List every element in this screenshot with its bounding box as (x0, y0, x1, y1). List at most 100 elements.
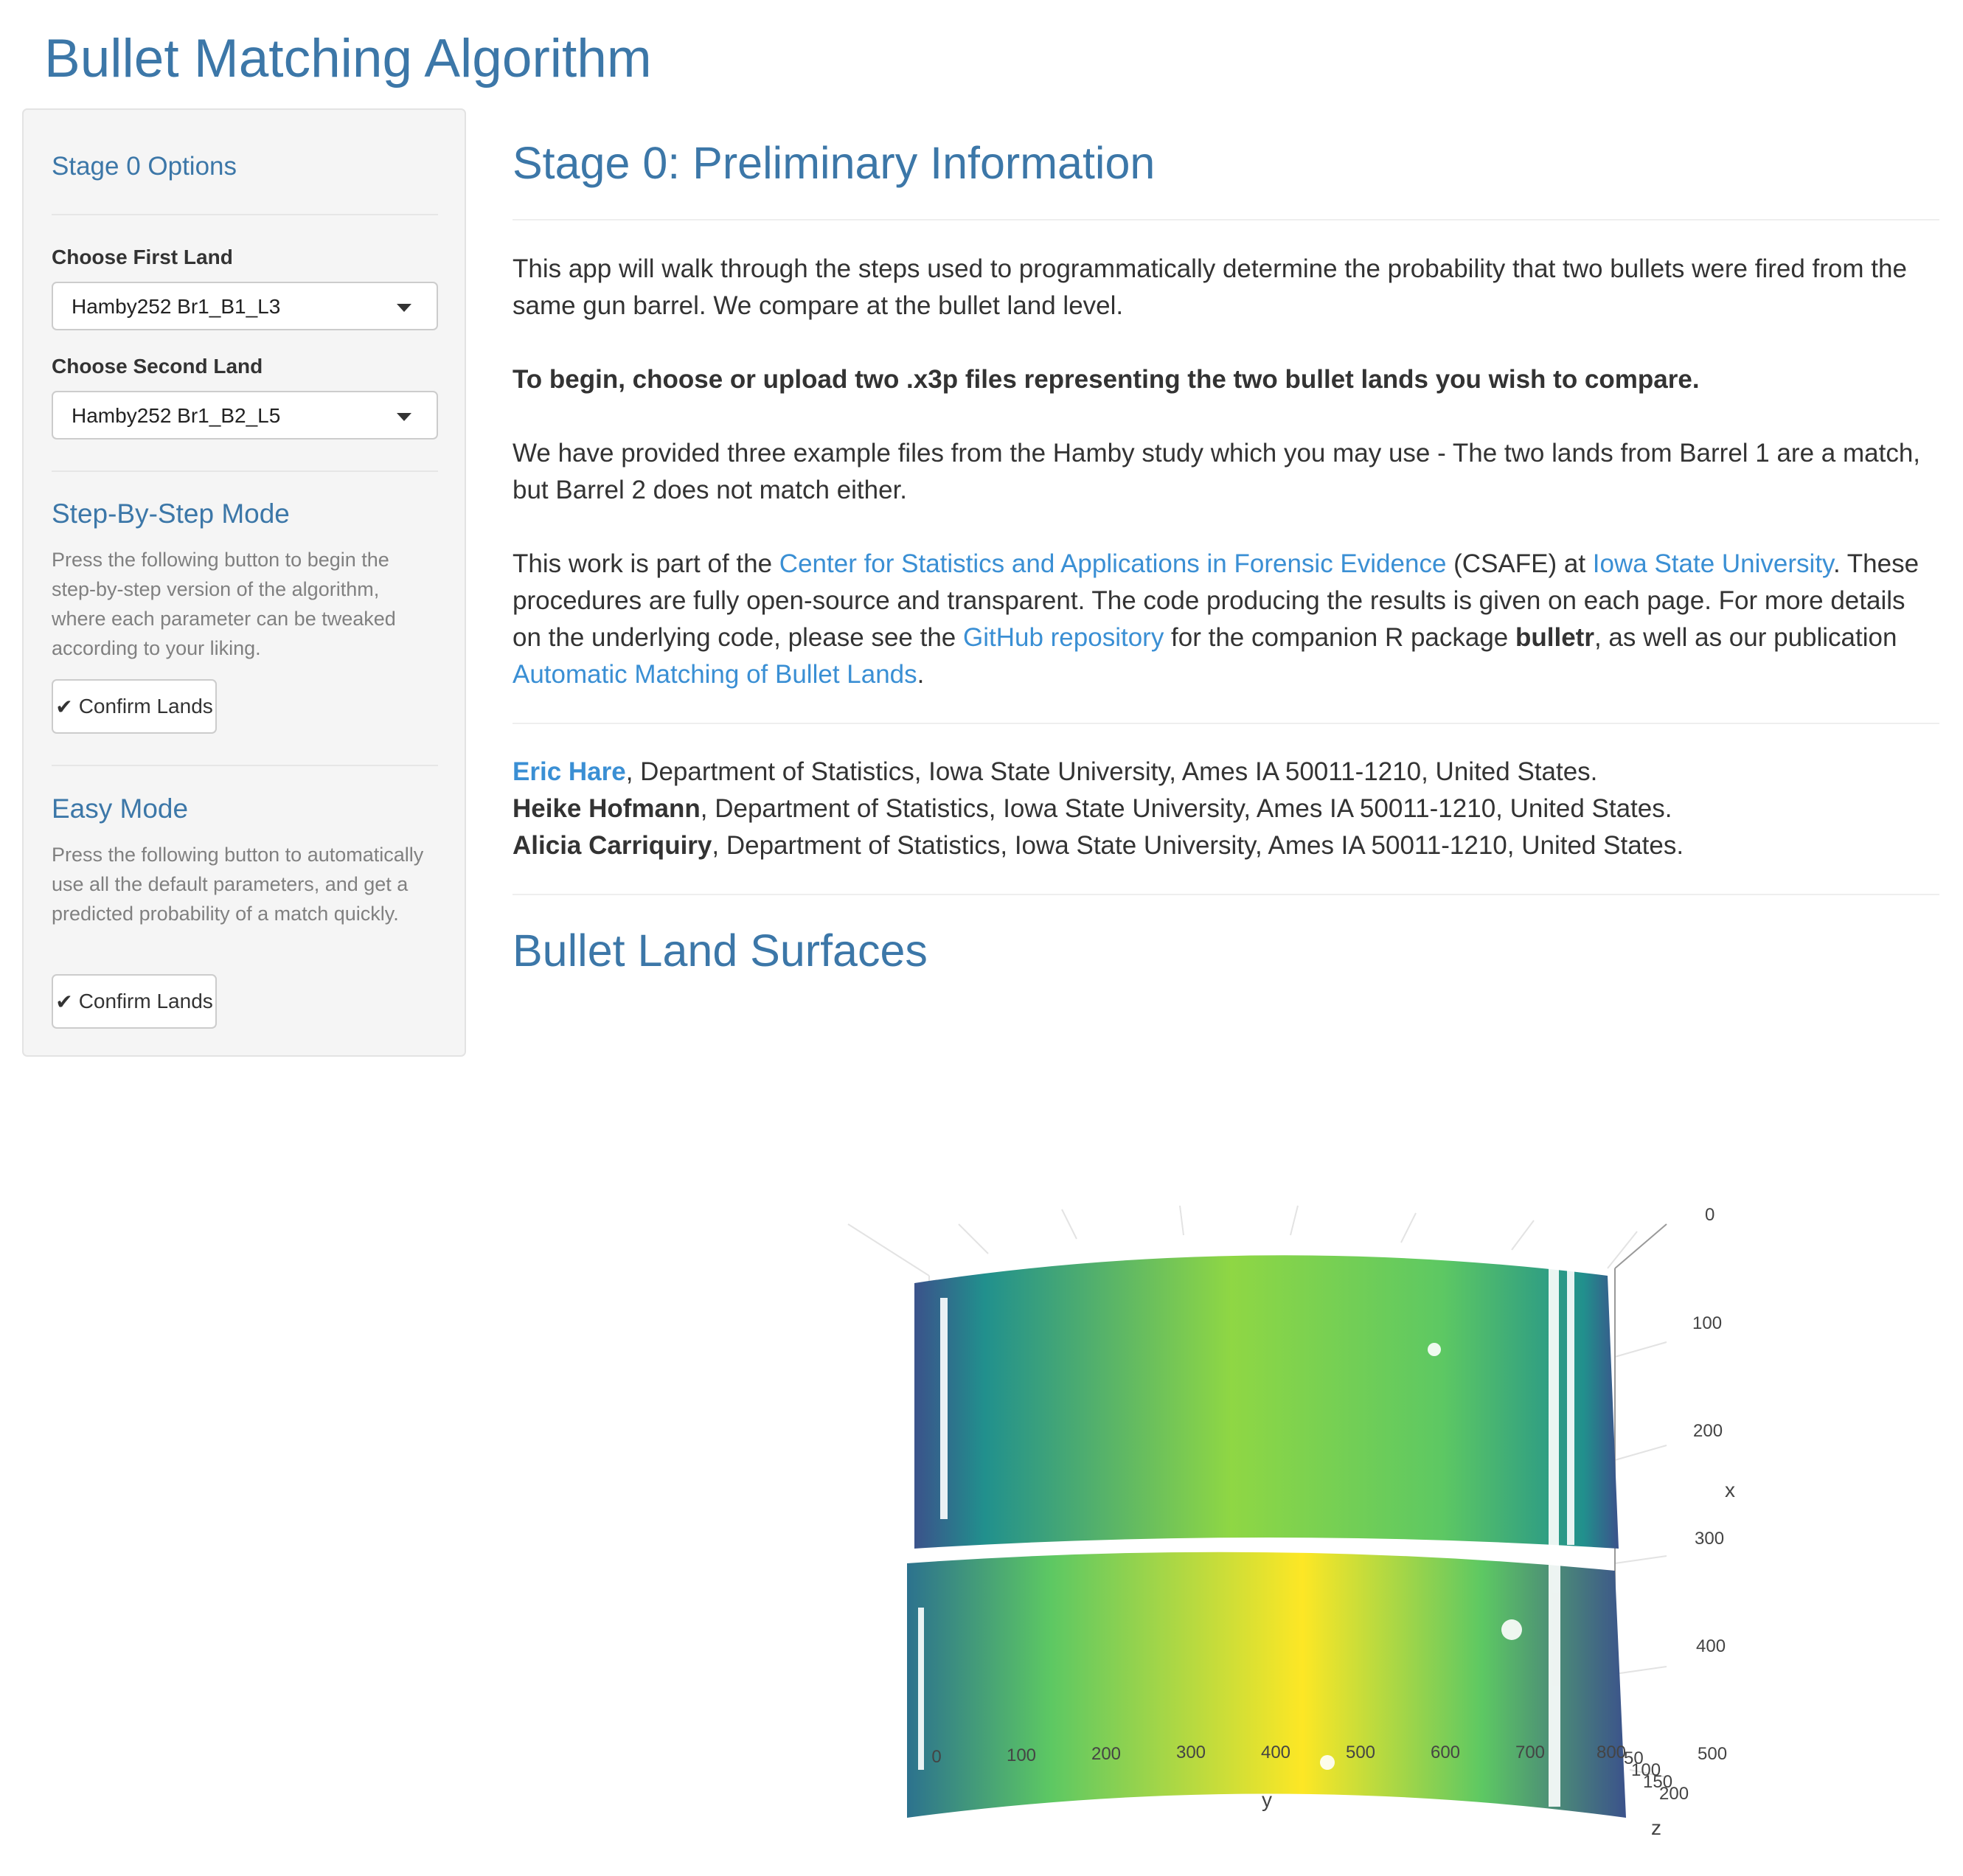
step-mode-description: Press the following button to begin the … (52, 549, 396, 659)
sidebar-panel: Stage 0 Options Choose First Land Hamby2… (22, 108, 466, 1057)
author-name-link[interactable]: Eric Hare (513, 757, 626, 786)
y-tick: 400 (1261, 1743, 1290, 1762)
author-line: Alicia Carriquiry, Department of Statist… (513, 827, 1939, 864)
plot-grid (847, 1205, 1667, 1778)
grid-line (1614, 1445, 1667, 1461)
grid-line (1179, 1205, 1184, 1236)
y-tick: 500 (1346, 1743, 1375, 1762)
divider (52, 765, 438, 766)
y-axis-ticks: 0 100 200 300 400 500 600 700 800 (931, 1743, 1626, 1767)
author-line: Eric Hare, Department of Statistics, Iow… (513, 754, 1939, 791)
surface-gaps (918, 1556, 1560, 1807)
x-tick: 200 (1693, 1421, 1723, 1441)
grid-line (1614, 1666, 1667, 1675)
bullet-land-surface-1 (914, 1255, 1619, 1549)
divider (52, 214, 438, 215)
y-axis-label: y (1262, 1788, 1272, 1811)
z-tick: 150 (1643, 1772, 1672, 1792)
author-affiliation: , Department of Statistics, Iowa State U… (700, 794, 1672, 823)
grid-line (1614, 1555, 1667, 1564)
step-confirm-lands-button[interactable]: ✔ Confirm Lands (52, 679, 217, 734)
x-axis-ticks: 0 100 200 300 400 500 (1692, 1205, 1727, 1764)
package-name: bulletr (1515, 623, 1594, 652)
easy-confirm-lands-label: Confirm Lands (78, 990, 213, 1012)
first-land-label: Choose First Land (52, 246, 233, 268)
y-tick: 300 (1176, 1743, 1206, 1762)
surface-gaps (940, 1261, 1574, 1549)
intro-text: This app will walk through the steps use… (513, 254, 1907, 320)
y-tick: 600 (1431, 1743, 1460, 1762)
grid-line (1061, 1209, 1077, 1240)
work-description: This work is part of the Center for Stat… (513, 546, 1939, 693)
second-land-label: Choose Second Land (52, 355, 263, 378)
z-tick: 100 (1631, 1760, 1661, 1780)
z-tick: 200 (1659, 1784, 1689, 1804)
author-affiliation: , Department of Statistics, Iowa State U… (712, 831, 1684, 860)
chevron-down-icon (397, 413, 411, 421)
grid-line (1629, 1769, 1667, 1778)
y-tick: 0 (931, 1747, 941, 1767)
surface-3d-plot[interactable]: 0 100 200 300 400 500 600 700 800 y 0 10… (811, 1195, 1785, 1858)
work-text: , as well as our publication (1594, 623, 1897, 652)
gap-spot (1501, 1619, 1522, 1640)
grid-line (1614, 1341, 1667, 1358)
x-tick: 0 (1705, 1205, 1714, 1225)
divider (52, 470, 438, 472)
x-tick: 400 (1696, 1636, 1726, 1656)
gap-streak (1567, 1265, 1574, 1545)
step-mode-title: Step-By-Step Mode (52, 498, 290, 529)
second-land-value: Hamby252 Br1_B2_L5 (72, 404, 281, 427)
check-icon: ✔ (55, 695, 73, 718)
gap-streak (940, 1298, 948, 1519)
publication-link[interactable]: Automatic Matching of Bullet Lands (513, 660, 917, 689)
chevron-down-icon (397, 304, 411, 312)
csafe-link[interactable]: Center for Statistics and Applications i… (779, 549, 1447, 578)
grid-line (1400, 1212, 1417, 1243)
bullet-land-surface-2 (907, 1552, 1626, 1818)
z-tick: 50 (1624, 1748, 1644, 1768)
z-axis-label: z (1651, 1816, 1661, 1839)
author-line: Heike Hofmann, Department of Statistics,… (513, 791, 1939, 827)
gap-streak (918, 1608, 924, 1770)
divider (513, 723, 1939, 724)
surfaces-title: Bullet Land Surfaces (513, 925, 928, 976)
gap-spot (1428, 1343, 1441, 1356)
axis-line (1614, 1223, 1667, 1269)
github-link[interactable]: GitHub repository (963, 623, 1164, 652)
work-text: . (917, 660, 925, 689)
y-tick: 200 (1091, 1744, 1121, 1764)
easy-mode-title: Easy Mode (52, 793, 189, 824)
x-axis-label: x (1725, 1479, 1735, 1501)
work-text: This work is part of the (513, 549, 779, 578)
author-affiliation: , Department of Statistics, Iowa State U… (625, 757, 1598, 786)
app-title: Bullet Matching Algorithm (44, 29, 652, 88)
step-confirm-lands-label: Confirm Lands (78, 695, 213, 718)
y-tick: 800 (1597, 1743, 1626, 1762)
grid-line (847, 1223, 930, 1276)
first-land-select[interactable]: Hamby252 Br1_B1_L3 (52, 282, 438, 330)
divider (513, 894, 1939, 895)
examples-text: We have provided three example files fro… (513, 439, 1921, 504)
stage-title: Stage 0: Preliminary Information (513, 138, 1156, 188)
second-land-select[interactable]: Hamby252 Br1_B2_L5 (52, 391, 438, 440)
x-tick: 300 (1695, 1529, 1724, 1549)
isu-link[interactable]: Iowa State University (1592, 549, 1833, 578)
author-name: Heike Hofmann (513, 794, 701, 823)
x-tick: 500 (1698, 1744, 1727, 1764)
gap-streak (1549, 1556, 1560, 1807)
plot-axes (1614, 1223, 1667, 1755)
grid-line (1511, 1220, 1535, 1251)
first-land-value: Hamby252 Br1_B1_L3 (72, 295, 281, 318)
y-tick: 100 (1007, 1745, 1036, 1765)
easy-confirm-lands-button[interactable]: ✔ Confirm Lands (52, 974, 217, 1029)
divider (513, 219, 1939, 220)
check-icon: ✔ (55, 990, 73, 1013)
easy-mode-description: Press the following button to automatica… (52, 844, 424, 925)
gap-streak (1549, 1261, 1559, 1549)
y-tick: 700 (1515, 1743, 1545, 1762)
author-name: Alicia Carriquiry (513, 831, 712, 860)
work-text: for the companion R package (1164, 623, 1515, 652)
grid-line (1607, 1231, 1638, 1269)
grid-line (958, 1223, 989, 1254)
grid-line (1290, 1205, 1299, 1236)
